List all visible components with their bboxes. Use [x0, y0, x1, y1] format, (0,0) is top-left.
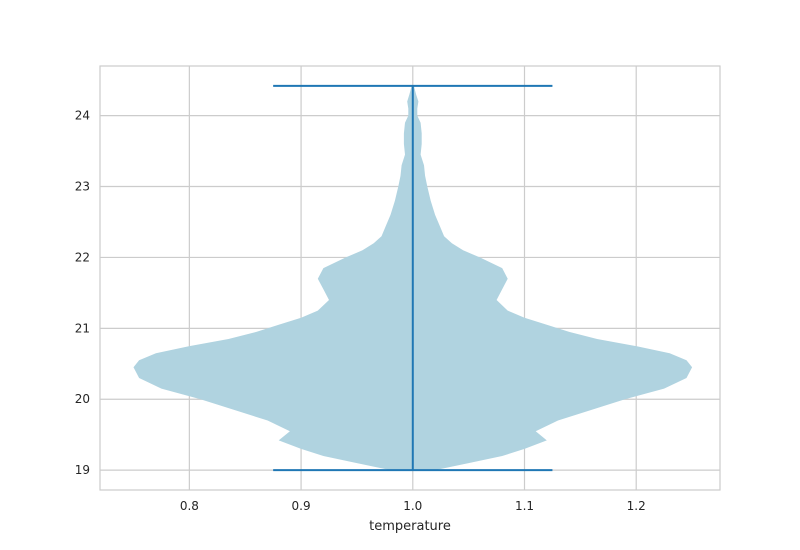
- y-tick-label: 20: [75, 392, 90, 406]
- y-tick-label: 19: [75, 463, 90, 477]
- x-tick-label: 1.1: [515, 499, 534, 513]
- x-tick-label: 1.2: [627, 499, 646, 513]
- x-tick-labels: 0.8 0.9 1.0 1.1 1.2: [180, 499, 646, 513]
- violin-layer: [133, 84, 693, 472]
- x-tick-label: 0.8: [180, 499, 199, 513]
- x-axis-label: temperature: [369, 519, 451, 534]
- y-tick-label: 22: [75, 250, 90, 264]
- x-tick-label: 1.0: [403, 499, 422, 513]
- y-tick-label: 21: [75, 321, 90, 335]
- x-tick-label: 0.9: [292, 499, 311, 513]
- y-tick-label: 23: [75, 180, 90, 194]
- plot-frame: [99, 65, 721, 491]
- y-tick-labels: 19 20 21 22 23 24: [75, 109, 90, 478]
- y-tick-label: 24: [75, 109, 90, 123]
